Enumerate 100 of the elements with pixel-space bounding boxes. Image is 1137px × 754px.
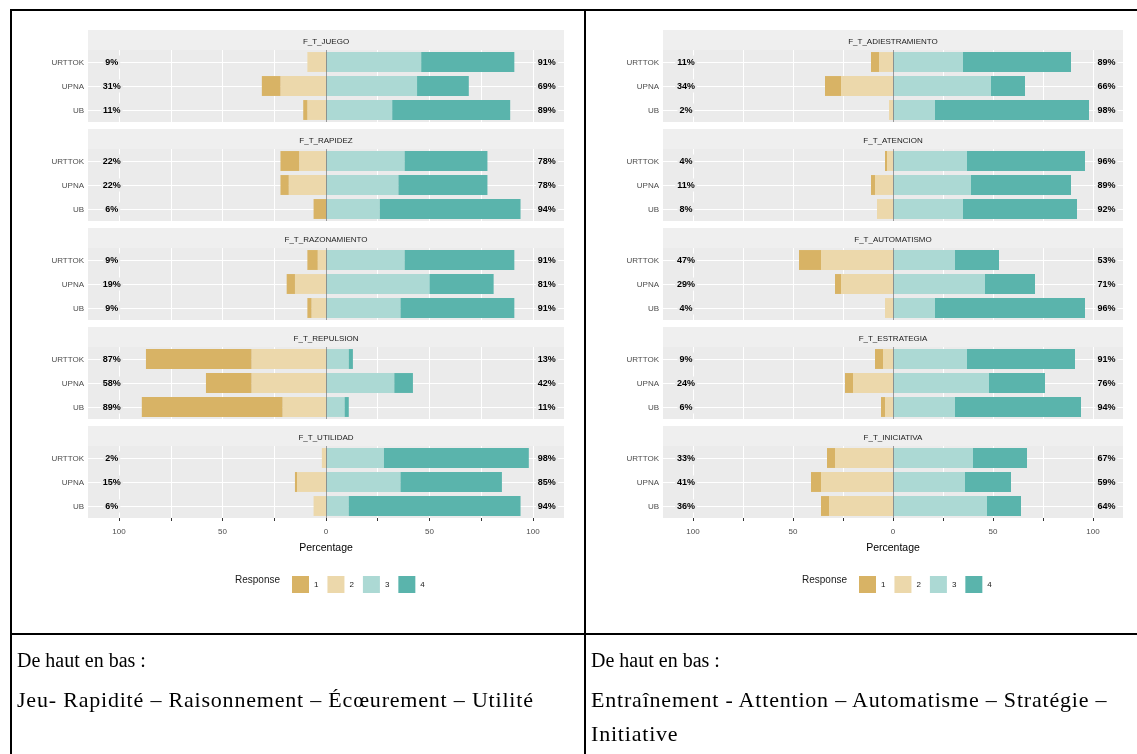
annotation: 22% xyxy=(102,180,121,190)
annotation: 53% xyxy=(1097,255,1116,265)
x-tick-label: 50 xyxy=(988,526,998,536)
y-tick-label: URTTOK xyxy=(626,156,660,166)
annotation: 11% xyxy=(538,402,556,412)
annotation: 69% xyxy=(537,81,556,91)
annotation: 64% xyxy=(1097,501,1116,511)
annotation: 78% xyxy=(537,180,556,190)
annotation: 4% xyxy=(679,303,693,313)
y-tick-label: UB xyxy=(72,402,84,412)
annotation: 15% xyxy=(102,477,121,487)
annotation: 92% xyxy=(1097,204,1116,214)
y-tick-label: URTTOK xyxy=(626,354,660,364)
x-tick-label: 100 xyxy=(526,526,541,536)
x-tick-label: 0 xyxy=(323,526,329,536)
annotation: 58% xyxy=(102,378,121,388)
annotation: 96% xyxy=(1097,303,1116,313)
y-tick-label: UPNA xyxy=(636,180,660,190)
annotation: 59% xyxy=(1097,477,1116,487)
annotation: 33% xyxy=(676,453,696,463)
text: Jeu- Rapidité – Raisonnement – Écœurement – Utilité xyxy=(17,686,535,714)
x-tick-label: 50 xyxy=(788,526,798,536)
annotation: 89% xyxy=(1097,180,1116,190)
annotation: 9% xyxy=(679,354,693,364)
chart-title: F_T_RAPIDEZ xyxy=(299,135,353,145)
annotation: 11% xyxy=(677,180,695,190)
annotation: 41% xyxy=(676,477,696,487)
annotation: 9% xyxy=(105,303,119,313)
annotation: 89% xyxy=(537,105,556,115)
chart-title: F_T_RAZONAMIENTO xyxy=(284,234,368,244)
y-tick-label: UB xyxy=(72,501,84,511)
annotation: 24% xyxy=(676,378,696,388)
annotation: 96% xyxy=(1097,156,1116,166)
y-tick-label: URTTOK xyxy=(51,453,85,463)
x-tick-label: 50 xyxy=(425,526,435,536)
text: De haut en bas : xyxy=(591,648,721,673)
annotation: 91% xyxy=(537,255,556,265)
y-tick-label: UPNA xyxy=(61,180,85,190)
annotation: 36% xyxy=(676,501,696,511)
annotation: 4% xyxy=(679,156,693,166)
legend-title: Response xyxy=(234,574,281,585)
x-axis-title: Percentage xyxy=(299,540,354,553)
annotation: 47% xyxy=(676,255,696,265)
text: Entraînement - Attention – Automatisme – Stratégie – Initiative xyxy=(591,686,1109,748)
annotation: 6% xyxy=(679,402,693,412)
legend-label: 3 xyxy=(384,580,390,589)
y-tick-label: UB xyxy=(647,501,659,511)
annotation: 2% xyxy=(679,105,693,115)
annotation: 11% xyxy=(677,57,695,67)
y-tick-label: URTTOK xyxy=(626,255,660,265)
y-tick-label: URTTOK xyxy=(51,354,85,364)
chart-title: F_T_ATENCION xyxy=(863,135,923,145)
legend-title: Response xyxy=(801,574,848,585)
y-tick-label: UB xyxy=(647,204,659,214)
x-tick-label: 50 xyxy=(218,526,228,536)
annotation: 78% xyxy=(537,156,556,166)
annotation: 34% xyxy=(676,81,696,91)
y-tick-label: UPNA xyxy=(636,279,660,289)
y-tick-label: UB xyxy=(647,402,659,412)
annotation: 76% xyxy=(1097,378,1116,388)
annotation: 71% xyxy=(1097,279,1116,289)
legend-label: 4 xyxy=(987,580,993,589)
x-tick-label: 100 xyxy=(686,526,701,536)
annotation: 31% xyxy=(102,81,121,91)
annotation: 9% xyxy=(105,255,119,265)
x-axis-title: Percentage xyxy=(866,540,921,553)
y-tick-label: UB xyxy=(647,105,659,115)
y-tick-label: UB xyxy=(72,204,84,214)
annotation: 87% xyxy=(102,354,121,364)
chart-title: F_T_AUTOMATISMO xyxy=(854,234,932,244)
annotation: 6% xyxy=(105,501,119,511)
annotation: 98% xyxy=(537,453,556,463)
annotation: 85% xyxy=(537,477,556,487)
annotation: 91% xyxy=(537,57,556,67)
x-tick-label: 0 xyxy=(890,526,896,536)
annotation: 29% xyxy=(676,279,696,289)
y-tick-label: URTTOK xyxy=(51,57,85,67)
legend-label: 2 xyxy=(349,580,355,589)
legend-label: 1 xyxy=(314,580,319,589)
annotation: 2% xyxy=(105,453,119,463)
annotation: 91% xyxy=(1097,354,1116,364)
y-tick-label: UPNA xyxy=(61,279,85,289)
annotation: 19% xyxy=(102,279,121,289)
legend-label: 1 xyxy=(881,580,886,589)
annotation: 9% xyxy=(105,57,119,67)
annotation: 6% xyxy=(105,204,119,214)
y-tick-label: UPNA xyxy=(636,81,660,91)
annotation: 81% xyxy=(537,279,556,289)
chart-title: F_T_INICIATIVA xyxy=(863,432,924,442)
annotation: 11% xyxy=(103,105,121,115)
y-tick-label: URTTOK xyxy=(626,57,660,67)
y-tick-label: UPNA xyxy=(61,81,85,91)
chart-title: F_T_ADIESTRAMIENTO xyxy=(848,36,938,46)
annotation: 67% xyxy=(1097,453,1116,463)
y-tick-label: UPNA xyxy=(636,477,660,487)
chart-title: F_T_JUEGO xyxy=(302,36,350,46)
chart-title: F_T_REPULSION xyxy=(293,333,359,343)
legend-label: 4 xyxy=(420,580,426,589)
y-tick-label: UB xyxy=(72,105,84,115)
y-tick-label: URTTOK xyxy=(51,255,85,265)
